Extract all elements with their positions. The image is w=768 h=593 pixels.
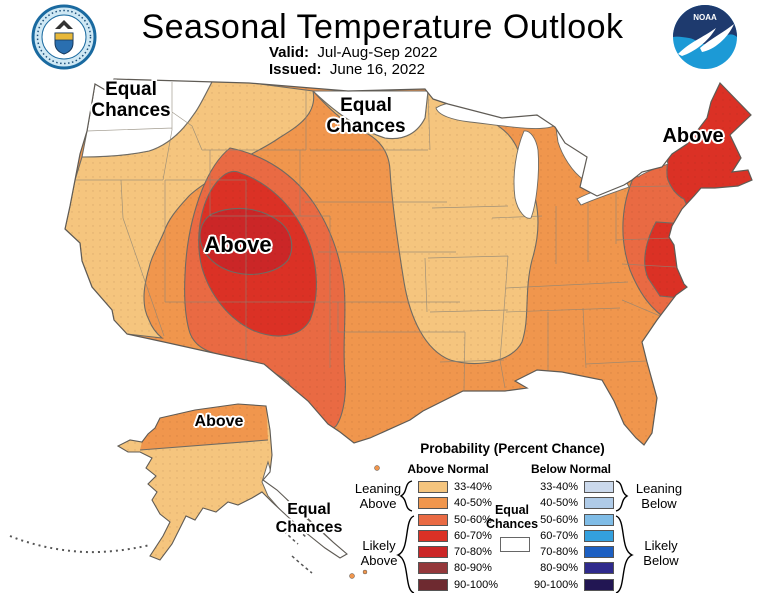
issued-value: June 16, 2022	[329, 61, 425, 78]
legend-likely-below-label: Likely Below	[643, 538, 679, 568]
legend-leaning-above-label: Leaning Above	[354, 481, 402, 511]
range-label: 50-60%	[454, 513, 492, 526]
issue-block: Valid: Jul-Aug-Sep 2022 Issued: June 16,…	[269, 44, 437, 78]
issued-line: Issued: June 16, 2022	[269, 61, 437, 78]
legend-row-above-70-80%: 70-80%	[418, 546, 498, 559]
legend-row-below-40-50%: 40-50%	[533, 497, 614, 510]
range-label: 40-50%	[540, 497, 578, 510]
issued-label: Issued:	[269, 61, 322, 78]
swatch-above-50-60%	[418, 513, 448, 526]
map-label-above-west: Above	[204, 232, 272, 257]
swatch-above-33-40%	[418, 481, 448, 493]
map-label-above-ne: Above	[662, 125, 724, 147]
legend-row-above-80-90%: 80-90%	[418, 562, 498, 575]
island-speck	[349, 573, 355, 579]
swatch-above-70-80%	[418, 546, 448, 559]
ak-contour-line	[139, 439, 269, 451]
legend-row-below-70-80%: 70-80%	[533, 546, 614, 559]
legend-equal-chances-swatch	[500, 537, 530, 552]
legend-below-column: 33-40% 40-50% 50-60% 60-70% 70-80% 80-90% 90-1…	[533, 481, 614, 591]
swatch-above-60-70%	[418, 529, 448, 542]
region-equal-chances-nw	[81, 79, 215, 158]
range-label: 60-70%	[540, 529, 578, 542]
noaa-bird-icon	[678, 28, 716, 56]
legend-title: Probability (Percent Chance)	[420, 441, 605, 456]
swatch-above-40-50%	[418, 497, 448, 510]
valid-line: Valid: Jul-Aug-Sep 2022	[269, 44, 437, 61]
se-alaska-islands	[283, 521, 313, 574]
legend-likely-above-label: Likely Above	[360, 538, 398, 568]
commerce-seal	[31, 4, 97, 70]
legend-row-above-90-100%: 90-100%	[418, 578, 499, 591]
lake-michigan	[513, 130, 539, 219]
alaska-outline	[116, 403, 348, 561]
swatch-below-50-60%	[584, 513, 614, 526]
map-label-equal-chances-nc: Equal Chances	[326, 95, 406, 137]
aleutian-islands	[9, 535, 151, 554]
swatch-below-40-50%	[584, 497, 614, 510]
brace-leaning-above	[399, 480, 413, 512]
noaa-bird-wing	[700, 24, 734, 52]
legend-braces	[396, 480, 634, 593]
range-label: 80-90%	[540, 562, 578, 575]
legend-row-above-60-70%: 60-70%	[418, 529, 498, 542]
conus-outline	[64, 78, 753, 446]
range-label: 33-40%	[540, 481, 578, 493]
brace-likely-below	[615, 515, 634, 593]
swatch-below-80-90%	[584, 562, 614, 575]
brace-leaning-below	[615, 480, 629, 512]
noaa-logo: NOAA	[673, 5, 737, 69]
page-title: Seasonal Temperature Outlook	[141, 8, 624, 46]
swatch-below-33-40%	[584, 481, 614, 493]
swatch-above-90-100%	[418, 578, 448, 591]
swatch-below-90-100%	[584, 578, 614, 591]
legend-below-normal-header: Below Normal	[530, 462, 611, 476]
legend-row-above-40-50%: 40-50%	[418, 497, 498, 510]
legend-row-above-50-60%: 50-60%	[418, 513, 498, 526]
noaa-logo-text: NOAA	[693, 13, 717, 22]
swatch-above-80-90%	[418, 562, 448, 575]
range-label: 50-60%	[540, 513, 578, 526]
state-borders	[75, 82, 677, 391]
region-equal-chances-plains	[311, 90, 429, 140]
brace-likely-above	[396, 515, 415, 593]
seal-eagle	[55, 20, 73, 29]
range-label: 60-70%	[454, 529, 492, 542]
legend-row-below-80-90%: 80-90%	[533, 562, 614, 575]
legend-row-below-33-40%: 33-40%	[533, 481, 614, 493]
island-speck	[362, 569, 368, 575]
range-label: 90-100%	[454, 578, 499, 591]
range-label: 90-100%	[533, 578, 578, 591]
legend-row-below-50-60%: 50-60%	[533, 513, 614, 526]
legend-above-normal-header: Above Normal	[407, 462, 489, 476]
range-label: 33-40%	[454, 481, 492, 493]
map-label-above-ak: Above	[194, 413, 244, 430]
map-label-equal-chances-nw: Equal Chances	[91, 79, 171, 121]
legend-equal-chances-label: Equal Chances	[485, 503, 539, 531]
valid-label: Valid:	[269, 44, 310, 61]
legend-leaning-below-label: Leaning Below	[635, 481, 683, 511]
valid-value: Jul-Aug-Sep 2022	[317, 44, 438, 61]
swatch-below-60-70%	[584, 529, 614, 542]
legend-above-column: 33-40% 40-50% 50-60% 60-70% 70-80% 80-90% 90-1…	[418, 481, 498, 591]
legend-row-below-90-100%: 90-100%	[533, 578, 614, 591]
swatch-below-70-80%	[584, 546, 614, 559]
island-speck	[374, 465, 380, 471]
range-label: 80-90%	[454, 562, 492, 575]
range-label: 70-80%	[454, 546, 492, 559]
legend-row-above-33-40%: 33-40%	[418, 481, 498, 493]
range-label: 40-50%	[454, 497, 492, 510]
range-label: 70-80%	[540, 546, 578, 559]
legend-row-below-60-70%: 60-70%	[533, 529, 614, 542]
map-label-equal-chances-ak: Equal Chances	[275, 501, 343, 536]
